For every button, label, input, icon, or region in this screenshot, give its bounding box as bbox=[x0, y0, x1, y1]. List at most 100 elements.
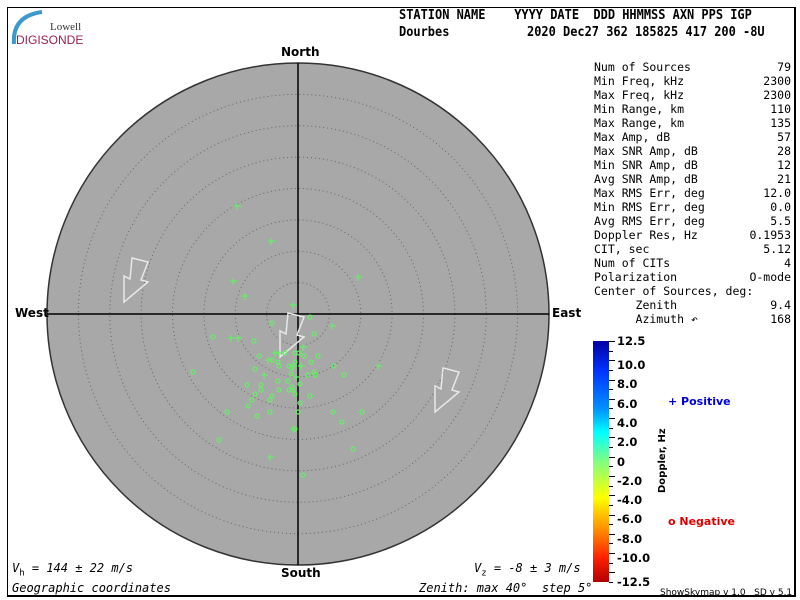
colorbar-title: Doppler, Hz bbox=[657, 428, 668, 493]
stat-value: 12 bbox=[777, 158, 791, 172]
stat-row: CIT, sec 5.12 bbox=[594, 242, 791, 256]
colorbar-tick bbox=[609, 485, 613, 487]
colorbar-tick bbox=[609, 408, 613, 410]
stat-row: Max Amp, dB 57 bbox=[594, 130, 791, 144]
stat-row: Doppler Res, Hz 0.1953 bbox=[594, 228, 791, 242]
negative-source bbox=[297, 381, 303, 387]
stat-row: Max RMS Err, deg 12.0 bbox=[594, 186, 791, 200]
stat-row: Num of CITs 4 bbox=[594, 256, 791, 270]
stat-row: Min RMS Err, deg 0.0 bbox=[594, 200, 791, 214]
positive-source bbox=[276, 350, 283, 357]
stat-value: 5.12 bbox=[763, 242, 791, 256]
negative-source bbox=[350, 446, 356, 452]
stat-value: 9.4 bbox=[770, 298, 791, 312]
negative-source bbox=[289, 384, 295, 390]
negative-source bbox=[258, 382, 264, 388]
negative-source bbox=[288, 371, 294, 377]
negative-source bbox=[282, 350, 288, 356]
negative-source bbox=[276, 363, 282, 369]
stat-row: Center of Sources, deg: bbox=[594, 284, 791, 298]
colorbar-tick-label: 6.0 bbox=[617, 396, 638, 411]
version-info: ShowSkymap v 1.0 SD v 5.1 bbox=[660, 588, 793, 598]
stat-label: CIT, sec bbox=[594, 242, 650, 256]
colorbar-tick-label: 10.0 bbox=[617, 358, 646, 373]
stat-label: Min Freq, kHz bbox=[594, 74, 685, 88]
colorbar-tick bbox=[609, 562, 613, 564]
colorbar-tick bbox=[609, 514, 615, 516]
colorbar-tick bbox=[609, 504, 613, 506]
plus-icon: + bbox=[668, 395, 682, 408]
colorbar-tick-label: -4.0 bbox=[617, 493, 643, 508]
stat-value: 135 bbox=[770, 116, 791, 130]
stat-label: Max Amp, dB bbox=[594, 130, 671, 144]
negative-source bbox=[300, 472, 306, 478]
negative-source bbox=[339, 419, 345, 425]
negative-source bbox=[297, 400, 303, 406]
positive-source bbox=[261, 372, 268, 379]
stat-label: Avg SNR Amp, dB bbox=[594, 172, 698, 186]
colorbar-tick-label: -10.0 bbox=[617, 550, 651, 565]
stat-label: Min Range, km bbox=[594, 102, 685, 116]
header-labels: STATION NAME YYYY DATE DDD HHMMSS AXN PP… bbox=[399, 8, 752, 23]
negative-source bbox=[190, 369, 196, 375]
positive-source bbox=[375, 363, 382, 370]
coordinate-system: Geographic coordinates bbox=[12, 581, 171, 595]
negative-source bbox=[301, 353, 307, 359]
stat-value: 4 bbox=[784, 256, 791, 270]
stat-label: Num of CITs bbox=[594, 256, 671, 270]
colorbar-tick-label: -8.0 bbox=[617, 531, 643, 546]
stat-row: Num of Sources 79 bbox=[594, 60, 791, 74]
stat-row: Min SNR Amp, dB 12 bbox=[594, 158, 791, 172]
colorbar-tick-label: 4.0 bbox=[617, 415, 638, 430]
stat-value: 2300 bbox=[763, 88, 791, 102]
stat-label: Num of Sources bbox=[594, 60, 691, 74]
positive-source bbox=[355, 274, 362, 281]
digisonde-logo: Lowell DIGISONDE bbox=[11, 10, 83, 47]
colorbar bbox=[593, 341, 609, 582]
negative-source bbox=[292, 391, 298, 397]
negative-source bbox=[244, 382, 250, 388]
stat-label: Azimuth ↶ bbox=[594, 312, 698, 326]
stat-value: O-mode bbox=[749, 270, 791, 284]
stat-row: Min Range, km 110 bbox=[594, 102, 791, 116]
colorbar-tick bbox=[609, 456, 615, 458]
north-label: North bbox=[281, 45, 320, 59]
negative-source bbox=[275, 378, 281, 384]
stat-row: Polarization O-mode bbox=[594, 270, 791, 284]
positive-source bbox=[300, 344, 307, 351]
negative-source bbox=[311, 331, 317, 337]
positive-source bbox=[329, 323, 336, 330]
stat-row: Max Freq, kHz 2300 bbox=[594, 88, 791, 102]
stat-label: Zenith bbox=[594, 298, 678, 312]
negative-source bbox=[210, 334, 216, 340]
stat-row: Azimuth ↶ 168 bbox=[594, 312, 791, 326]
positive-source bbox=[242, 293, 249, 300]
negative-source bbox=[249, 397, 255, 403]
negative-source bbox=[276, 387, 282, 393]
negative-source bbox=[224, 409, 230, 415]
stat-value: 21 bbox=[777, 172, 791, 186]
stat-label: Min RMS Err, deg bbox=[594, 200, 705, 214]
colorbar-tick bbox=[609, 553, 615, 555]
stat-value: 5.5 bbox=[770, 214, 791, 228]
west-label: West bbox=[15, 306, 49, 320]
negative-source bbox=[331, 363, 337, 369]
stat-label: Max RMS Err, deg bbox=[594, 186, 705, 200]
stat-label: Max SNR Amp, dB bbox=[594, 144, 698, 158]
colorbar-tick bbox=[609, 572, 615, 574]
stat-row: Zenith 9.4 bbox=[594, 298, 791, 312]
positive-source bbox=[298, 363, 305, 370]
velocity-arrow bbox=[434, 367, 461, 414]
stat-label: Center of Sources, deg: bbox=[594, 284, 754, 298]
positive-source bbox=[290, 302, 297, 309]
negative-source bbox=[330, 409, 336, 415]
negative-source bbox=[308, 359, 314, 365]
legend-negative: o Negative bbox=[668, 515, 736, 528]
negative-source bbox=[216, 437, 222, 443]
negative-source bbox=[290, 387, 296, 393]
colorbar-tick bbox=[609, 379, 615, 381]
negative-source bbox=[315, 353, 321, 359]
negative-source bbox=[292, 426, 298, 432]
negative-source bbox=[251, 338, 257, 344]
